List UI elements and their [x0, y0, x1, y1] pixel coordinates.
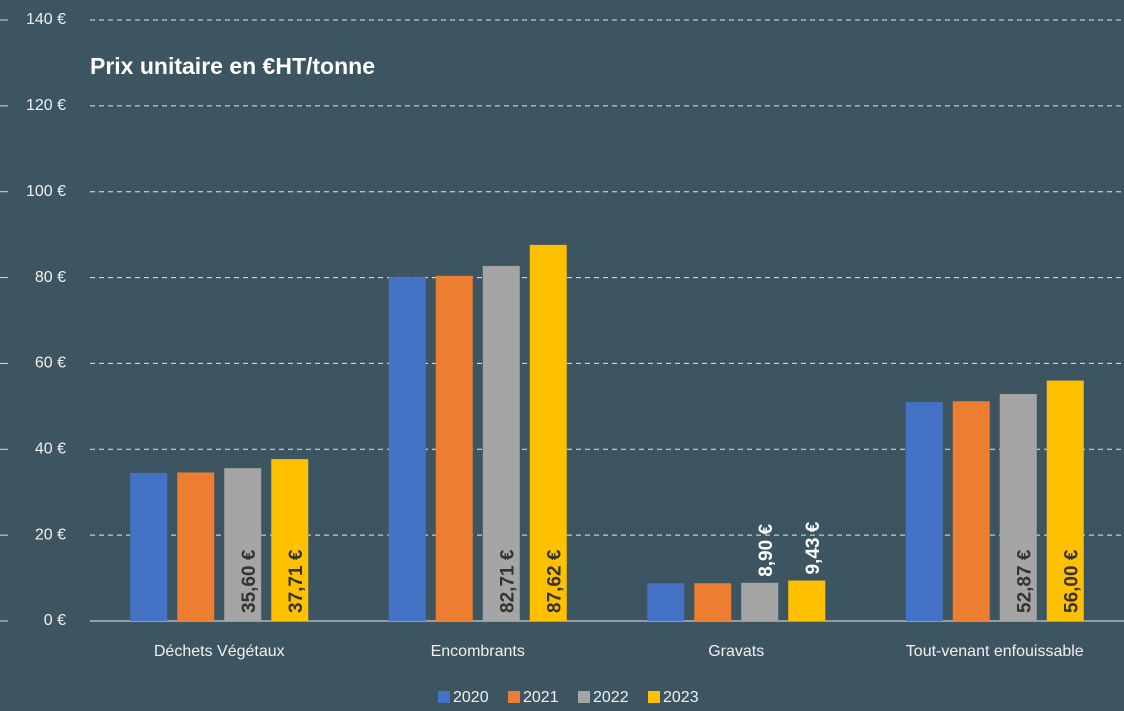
y-tick-label: 40 €	[35, 441, 66, 458]
y-tick-label: 0 €	[44, 612, 66, 629]
legend-swatch	[438, 691, 450, 703]
bar	[435, 275, 473, 621]
bar	[905, 402, 943, 621]
bar	[647, 583, 685, 621]
legend-label: 2022	[593, 689, 629, 706]
x-tick-label: Déchets Végétaux	[154, 643, 285, 660]
value-label: 52,87 €	[1014, 549, 1035, 613]
legend-swatch	[578, 691, 590, 703]
value-label: 35,60 €	[239, 549, 260, 613]
value-label: 9,43 €	[803, 521, 824, 574]
bar	[529, 244, 567, 621]
y-tick-label: 20 €	[35, 526, 66, 543]
x-tick-label: Encombrants	[431, 643, 525, 660]
x-tick-label: Tout-venant enfouissable	[906, 643, 1084, 660]
bar	[694, 583, 732, 621]
x-tick-label: Gravats	[708, 643, 764, 660]
y-tick-label: 80 €	[35, 269, 66, 286]
bar	[788, 580, 826, 621]
bar	[482, 265, 520, 621]
bar	[130, 472, 168, 621]
value-label: 82,71 €	[497, 549, 518, 613]
y-tick-label: 60 €	[35, 355, 66, 372]
bar	[741, 582, 779, 621]
bar	[952, 401, 990, 621]
value-label: 8,90 €	[756, 524, 777, 577]
y-tick-label: 100 €	[26, 183, 66, 200]
legend-swatch	[648, 691, 660, 703]
bar	[388, 277, 426, 621]
y-tick-label: 120 €	[26, 97, 66, 114]
bar	[177, 472, 215, 621]
value-label: 37,71 €	[286, 549, 307, 613]
bar	[271, 459, 309, 621]
bar	[1046, 380, 1084, 621]
legend-label: 2020	[453, 689, 489, 706]
value-label: 56,00 €	[1061, 549, 1082, 613]
legend-swatch	[508, 691, 520, 703]
bar	[999, 394, 1037, 621]
legend-label: 2023	[663, 689, 699, 706]
bar	[224, 468, 262, 621]
y-tick-label: 140 €	[26, 11, 66, 28]
value-label: 87,62 €	[544, 549, 565, 613]
legend-label: 2021	[523, 689, 559, 706]
chart-title: Prix unitaire en €HT/tonne	[90, 53, 375, 79]
